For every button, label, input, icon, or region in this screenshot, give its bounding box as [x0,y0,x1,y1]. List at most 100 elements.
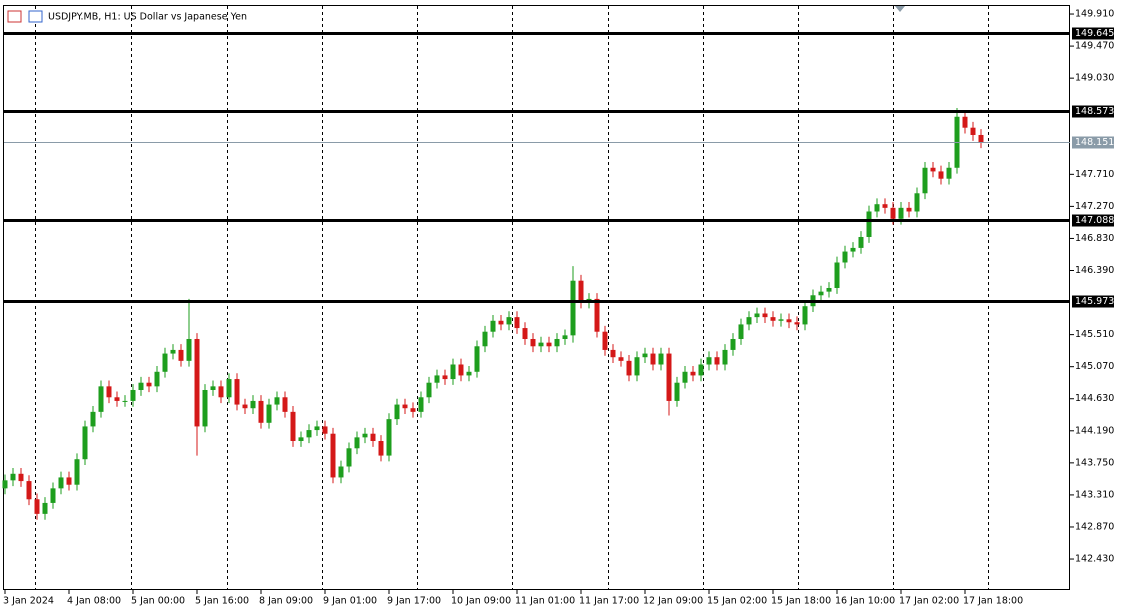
candle-body [90,411,96,427]
x-tick-label: 9 Jan 17:00 [387,596,441,607]
candle-body [698,364,704,376]
x-tick-label: 15 Jan 02:00 [707,596,767,607]
y-tick-label: 144.190 [1075,425,1114,436]
y-tick-label: 149.910 [1075,9,1114,20]
level-tag [1072,214,1114,227]
candle-body [666,353,672,401]
candle-body [130,389,136,401]
candle-body [370,433,376,441]
candle-body [34,499,40,514]
candle-body [114,397,120,401]
candle-body [898,207,904,219]
candle-body [850,247,856,252]
candle-body [298,437,304,441]
candle-body [50,488,56,503]
y-tick-label: 146.830 [1075,233,1114,244]
candle-body [162,353,168,372]
candle-body [386,419,392,456]
candle-body [426,382,432,398]
candle-body [362,433,368,438]
candle-body [818,291,824,296]
candle-body [346,448,352,467]
candle-body [970,127,976,135]
chart-title: USDJPY.MB, H1: US Dollar vs Japanese Yen [48,12,247,23]
candle-body [770,317,776,321]
candle-body [18,473,24,482]
candle-body [74,459,80,485]
candle-body [314,426,320,431]
candle-body [410,408,416,412]
candle-body [2,480,8,489]
candle-body [378,440,384,456]
candle-body [714,357,720,365]
candle-body [290,411,296,441]
candle-body [266,404,272,423]
level-label: 145.973 [1075,296,1114,307]
x-tick-label: 16 Jan 10:00 [835,596,895,607]
candle-body [626,360,632,376]
candle-body [10,473,16,481]
candle-body [538,342,544,347]
level-tag [1072,295,1114,308]
candle-body [562,335,568,339]
level-label: 149.645 [1075,28,1114,39]
candle-body [514,317,520,329]
candle-body [146,382,152,387]
candle-body [842,251,848,263]
candle-body [906,207,912,212]
candle-body [482,331,488,347]
candle-body [570,280,576,336]
candle-body [466,371,472,376]
candle-body [722,349,728,365]
candle-body [218,386,224,398]
candle-body [618,357,624,361]
candle-body [546,342,552,347]
candle-body [786,319,792,323]
candle-body [858,236,864,248]
candle-body [106,386,112,398]
y-tick-label: 145.510 [1075,329,1114,340]
candle-body [82,426,88,460]
candle-body [250,400,256,409]
candle-body [882,204,888,208]
candle-body [26,481,32,500]
x-tick-label: 17 Jan 18:00 [963,596,1023,607]
x-tick-label: 11 Jan 17:00 [579,596,639,607]
candle-body [922,167,928,194]
y-tick-label: 149.030 [1075,73,1114,84]
candle-body [450,364,456,380]
candle-body [674,382,680,401]
candle-body [978,134,984,143]
candle-body [402,404,408,409]
x-tick-label: 8 Jan 09:00 [259,596,313,607]
candle-body [946,167,952,179]
candle-body [530,338,536,347]
candle-body [434,375,440,383]
level-tag [1072,27,1114,40]
candle-body [506,317,512,325]
candle-body [778,319,784,321]
candle-body [610,349,616,358]
candle-body [890,207,896,219]
y-tick-label: 143.750 [1075,457,1114,468]
y-tick-label: 144.630 [1075,393,1114,404]
candle-body [354,437,360,449]
x-tick-label: 5 Jan 00:00 [131,596,185,607]
x-tick-label: 12 Jan 09:00 [643,596,703,607]
candle-body [690,371,696,376]
candle-body [178,349,184,361]
icon [28,10,43,23]
candle-body [962,116,968,128]
x-tick-label: 11 Jan 01:00 [515,596,575,607]
candle-body [730,338,736,350]
x-tick-label: 17 Jan 02:00 [899,596,959,607]
candle-body [154,371,160,387]
candle-body [202,389,208,427]
plot-frame [3,5,1070,590]
candle-body [234,379,240,405]
candle-body [930,167,936,172]
candle-body [522,328,528,339]
candle-body [338,466,344,478]
